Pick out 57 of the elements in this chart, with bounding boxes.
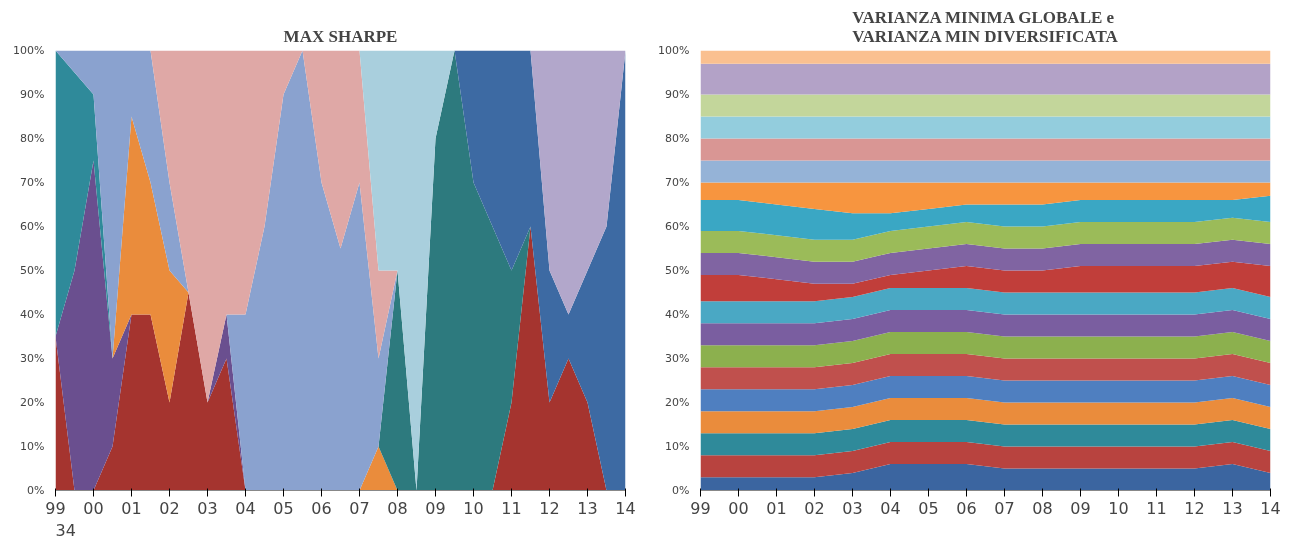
y-tick-label: 60% xyxy=(20,220,45,233)
x-tick-label: 03 xyxy=(197,498,218,518)
y-tick-label: 0% xyxy=(672,484,690,497)
x-tick-label: 13 xyxy=(1222,498,1243,518)
y-tick-label: 10% xyxy=(665,440,690,453)
y-tick-label: 0% xyxy=(27,484,45,497)
y-tick-label: 100% xyxy=(13,44,45,57)
x-tick-label: 11 xyxy=(501,498,522,518)
y-tick-label: 90% xyxy=(665,88,690,101)
x-tick-label: 12 xyxy=(1184,498,1205,518)
x-tick-label: 07 xyxy=(994,498,1015,518)
y-tick-label: 70% xyxy=(665,176,690,189)
x-tick-label: 13 xyxy=(577,498,598,518)
x-tick-label: 03 xyxy=(842,498,863,518)
x-tick-label: 11 xyxy=(1146,498,1167,518)
x-tick-label: 01 xyxy=(121,498,142,518)
y-tick-label: 40% xyxy=(20,308,45,321)
x-tick-label: 09 xyxy=(425,498,446,518)
y-tick-label: 80% xyxy=(665,132,690,145)
x-tick-label: 99 xyxy=(690,498,711,518)
x-tick-label: 10 xyxy=(463,498,484,518)
x-tick-label: 09 xyxy=(1070,498,1091,518)
y-tick-label: 20% xyxy=(665,396,690,409)
chart-title: MAX SHARPE xyxy=(283,26,398,46)
x-tick-label: 10 xyxy=(1108,498,1129,518)
x-tick-label: 99 xyxy=(45,498,66,518)
chart-title: VARIANZA MINIMA GLOBALE e VARIANZA MIN DIVERSIFICATA xyxy=(852,7,1119,46)
x-tick-label: 08 xyxy=(387,498,408,518)
x-tick-label: 04 xyxy=(235,498,256,518)
x-tick-label: 12 xyxy=(539,498,560,518)
y-tick-label: 50% xyxy=(20,264,45,277)
x-tick-label: 05 xyxy=(918,498,939,518)
y-tick-label: 90% xyxy=(20,88,45,101)
x-tick-label: 06 xyxy=(311,498,332,518)
x-tick-label: 02 xyxy=(159,498,180,518)
y-tick-label: 70% xyxy=(20,176,45,189)
x-tick-label: 02 xyxy=(804,498,825,518)
x-tick-label: 05 xyxy=(273,498,294,518)
y-tick-label: 10% xyxy=(20,440,45,453)
x-tick-label: 14 xyxy=(615,498,636,518)
y-tick-label: 30% xyxy=(665,352,690,365)
y-tick-label: 80% xyxy=(20,132,45,145)
y-tick-label: 40% xyxy=(665,308,690,321)
x-tick-label: 04 xyxy=(880,498,901,518)
text: 34 xyxy=(55,520,76,540)
y-tick-label: 30% xyxy=(20,352,45,365)
x-tick-label: 01 xyxy=(766,498,787,518)
y-tick-label: 50% xyxy=(665,264,690,277)
y-tick-label: 20% xyxy=(20,396,45,409)
y-tick-label: 60% xyxy=(665,220,690,233)
x-tick-label: 06 xyxy=(956,498,977,518)
x-tick-label: 14 xyxy=(1260,498,1281,518)
x-tick-label: 00 xyxy=(83,498,104,518)
x-tick-label: 08 xyxy=(1032,498,1053,518)
x-tick-label: 00 xyxy=(728,498,749,518)
y-tick-label: 100% xyxy=(658,44,690,57)
x-tick-label: 07 xyxy=(349,498,370,518)
